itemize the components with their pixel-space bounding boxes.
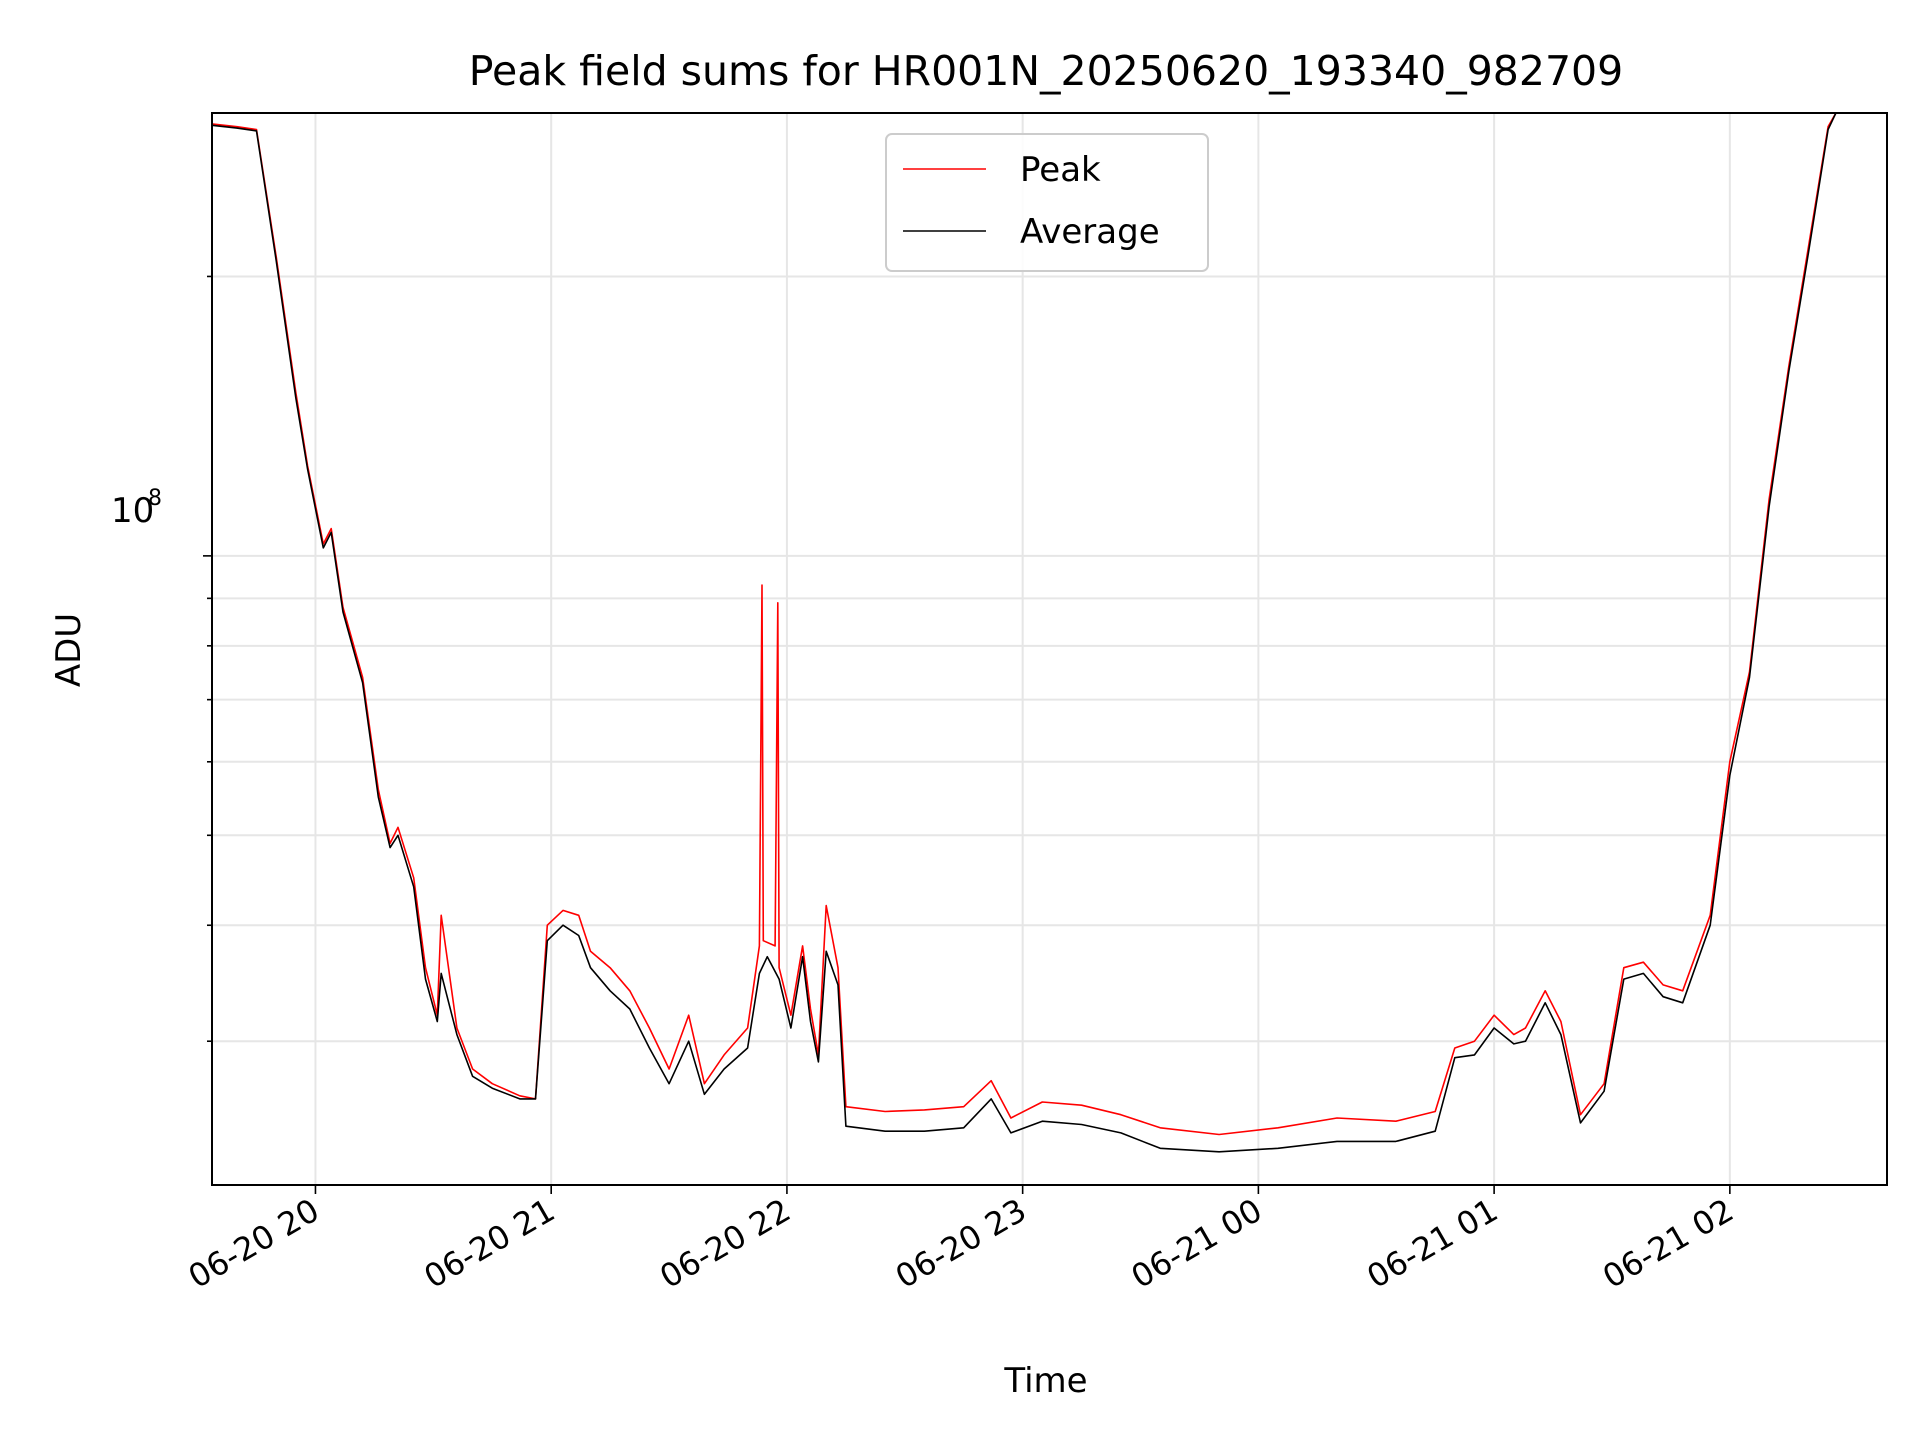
x-axis-label: Time bbox=[1003, 1361, 1087, 1401]
legend-label-average: Average bbox=[1020, 212, 1160, 252]
y-tick-label-exponent: 8 bbox=[148, 486, 162, 511]
y-tick-label-base: 10 bbox=[111, 491, 154, 531]
legend: Peak Average bbox=[885, 133, 1209, 272]
legend-label-peak: Peak bbox=[1020, 150, 1101, 190]
y-tick-label-1e8: 10 8 bbox=[111, 486, 162, 531]
chart-title: Peak field sums for HR001N_20250620_1933… bbox=[469, 47, 1623, 95]
series-line-peak bbox=[211, 112, 1837, 1136]
series-line-average bbox=[211, 112, 1837, 1153]
plot-frame bbox=[211, 112, 1888, 1186]
y-axis-label: ADU bbox=[49, 613, 89, 687]
series-layer bbox=[211, 112, 1837, 1153]
grid bbox=[212, 113, 1887, 1185]
